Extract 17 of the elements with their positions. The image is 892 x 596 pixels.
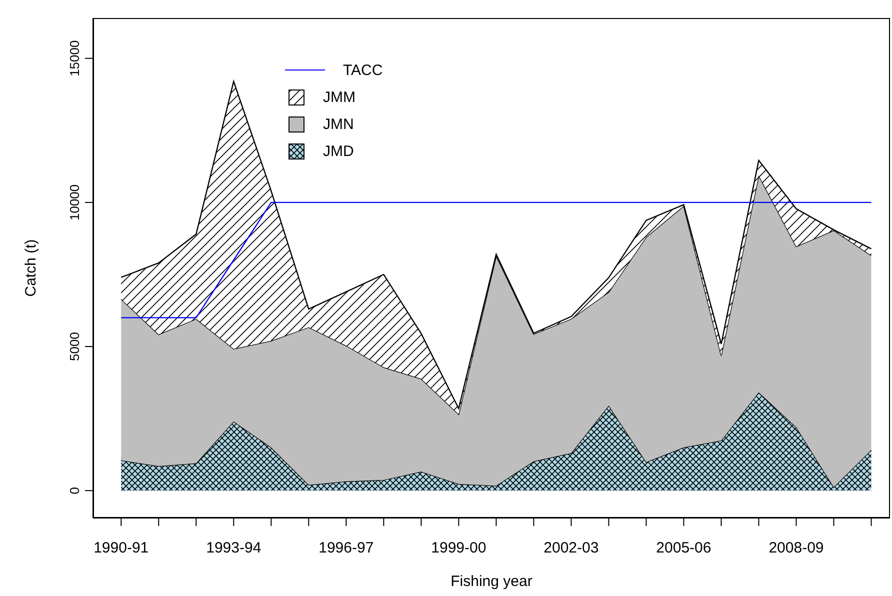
x-tick-label: 1990-91 [94, 540, 149, 557]
legend-label: JMM [323, 89, 356, 106]
legend-label: TACC [343, 62, 383, 79]
x-tick-label: 2008-09 [768, 540, 824, 557]
y-tick-label: 15000 [67, 40, 82, 76]
x-tick-label: 1999-00 [431, 540, 486, 557]
legend-label: JMN [323, 116, 354, 133]
x-axis-title: Fishing year [450, 573, 532, 590]
y-tick-label: 5000 [67, 332, 82, 361]
legend-label: JMD [323, 143, 354, 160]
x-tick-label: 1996-97 [318, 540, 374, 557]
y-tick-label: 10000 [67, 184, 82, 221]
x-tick-label: 1993-94 [206, 540, 262, 557]
y-axis-title: Catch (t) [22, 239, 40, 297]
y-tick-label: 0 [67, 487, 82, 494]
x-tick-label: 2002-03 [544, 540, 599, 557]
x-tick-label: 2005-06 [656, 540, 712, 557]
